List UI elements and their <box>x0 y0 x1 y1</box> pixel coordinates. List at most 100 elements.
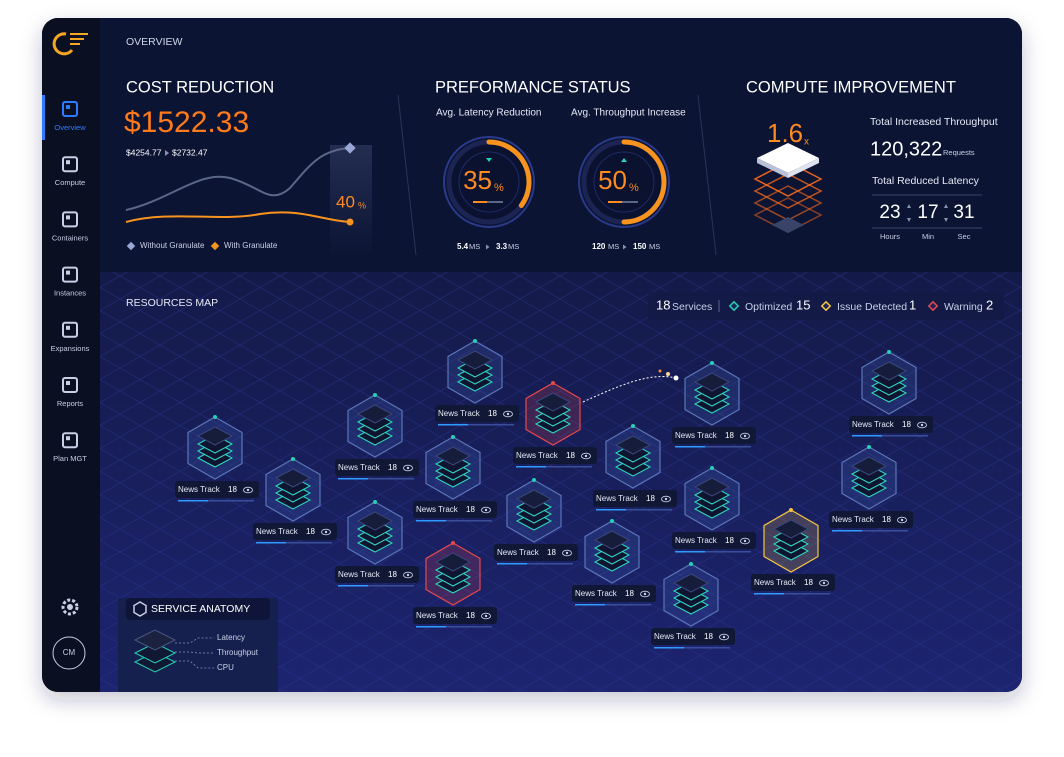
nav-icon <box>62 101 78 117</box>
node-label-bg <box>413 501 497 518</box>
nav-item[interactable]: Plan MGT <box>53 432 87 463</box>
metric-label: Total Increased Throughput <box>870 116 998 128</box>
node-label: News Track <box>654 632 697 641</box>
node-count: 18 <box>488 409 497 418</box>
eye-pupil <box>664 497 668 501</box>
cost-from: $4254.77 <box>126 147 162 157</box>
header-title: OVERVIEW <box>126 36 182 48</box>
service-node[interactable]: News Track 18 <box>253 457 337 544</box>
service-node[interactable]: News Track 18 <box>829 445 913 532</box>
nav-item[interactable]: Expansions <box>51 321 90 353</box>
service-node[interactable]: News Track 18 <box>751 508 835 595</box>
service-node[interactable]: News Track 18 <box>413 541 497 628</box>
connection-dot <box>673 375 679 381</box>
avatar[interactable] <box>52 636 86 670</box>
node-count: 18 <box>725 431 734 440</box>
eye-icon <box>661 495 671 503</box>
cost-percent-unit: % <box>358 200 366 210</box>
eye-pupil <box>406 573 410 577</box>
node-underline-accent <box>338 478 368 480</box>
nav-label: Compute <box>55 178 85 187</box>
node-top <box>614 435 652 455</box>
node-top <box>356 511 394 531</box>
service-node[interactable]: News Track 18 <box>513 381 597 468</box>
eye-icon <box>740 432 750 440</box>
gauge-arrow <box>486 158 492 162</box>
node-label-bg <box>672 532 756 549</box>
node-count: 18 <box>882 515 891 524</box>
node-top <box>672 573 710 593</box>
nav-icon <box>62 321 78 338</box>
section-title: COST REDUCTION <box>126 78 274 96</box>
node-underline-accent <box>416 626 446 628</box>
status-marker <box>728 300 740 312</box>
active-indicator <box>42 95 45 140</box>
service-node[interactable]: News Track 18 <box>175 415 259 502</box>
connector <box>175 660 214 669</box>
countdown: 23 Hours 17 Min 31 Sec <box>879 202 974 241</box>
service-node[interactable]: News Track 18 <box>413 435 497 522</box>
legend-marker <box>210 241 220 251</box>
connector <box>175 637 214 644</box>
node-label: News Track <box>754 578 797 587</box>
eye-icon <box>819 579 829 587</box>
service-node[interactable]: News Track 18 <box>335 393 419 480</box>
service-node[interactable]: News Track 18 <box>651 562 735 649</box>
node-count: 18 <box>804 578 813 587</box>
point <box>344 142 356 154</box>
status-marker <box>927 300 939 312</box>
nav-item[interactable]: Instances <box>54 266 86 298</box>
node-label: News Track <box>416 505 459 514</box>
eye-pupil <box>584 454 588 458</box>
service-node[interactable]: News Track 18 <box>593 424 677 511</box>
service-node[interactable]: News Track 18 <box>672 361 756 448</box>
gauge-outer <box>578 136 670 228</box>
service-node[interactable]: News Track 18 <box>435 339 519 426</box>
node-label: News Track <box>675 536 718 545</box>
node-count: 18 <box>725 536 734 545</box>
section-title: PREFORMANCE STATUS <box>435 78 631 96</box>
service-node[interactable]: News Track 18 <box>494 478 578 565</box>
node-count: 18 <box>228 485 237 494</box>
status-legend: Optimized 15 Issue Detected 1 Warning 2 <box>728 297 993 313</box>
layer-label: Throughput <box>217 648 259 657</box>
node-status-dot <box>291 457 295 461</box>
eye-pupil <box>246 488 250 492</box>
nav-item[interactable]: Compute <box>55 156 85 187</box>
node-label-bg <box>253 523 337 540</box>
gauge-label: Avg. Throughput Increase <box>571 108 686 119</box>
node-label: News Track <box>675 431 718 440</box>
connection-dot <box>658 369 662 373</box>
service-node[interactable]: News Track 18 <box>335 500 419 587</box>
nav-item[interactable]: Reports <box>57 377 84 408</box>
node-underline-accent <box>675 551 705 553</box>
node-status-dot <box>710 466 714 470</box>
node-label: News Track <box>256 527 299 536</box>
node-label: News Track <box>852 420 895 429</box>
eye-pupil <box>406 466 410 470</box>
line-without <box>125 147 351 211</box>
node-underline-accent <box>338 585 368 587</box>
gauge-from-unit: MS <box>608 242 619 251</box>
node-label-bg <box>175 481 259 498</box>
node-status-dot <box>213 415 217 419</box>
eye-icon <box>719 633 729 641</box>
gauge-inner <box>458 151 520 213</box>
service-node[interactable]: News Track 18 <box>849 350 933 437</box>
gauge-from: 5.4 <box>457 242 469 251</box>
gauge-to-unit: MS <box>649 242 660 251</box>
settings-icon[interactable] <box>61 598 79 616</box>
stack-illustration <box>753 143 823 233</box>
nav-item[interactable]: Containers <box>52 211 89 242</box>
service-node[interactable]: News Track 18 <box>672 466 756 553</box>
latency-unit: Hours <box>880 232 900 241</box>
nav-item[interactable]: Overview <box>54 101 86 132</box>
node-label: News Track <box>178 485 221 494</box>
eye-pupil <box>506 412 510 416</box>
gauge-bar <box>608 201 622 203</box>
service-node[interactable]: News Track 18 <box>572 519 656 606</box>
gauge-from: 120 <box>592 242 606 251</box>
nav-icon <box>62 266 78 283</box>
node-underline <box>654 647 730 649</box>
